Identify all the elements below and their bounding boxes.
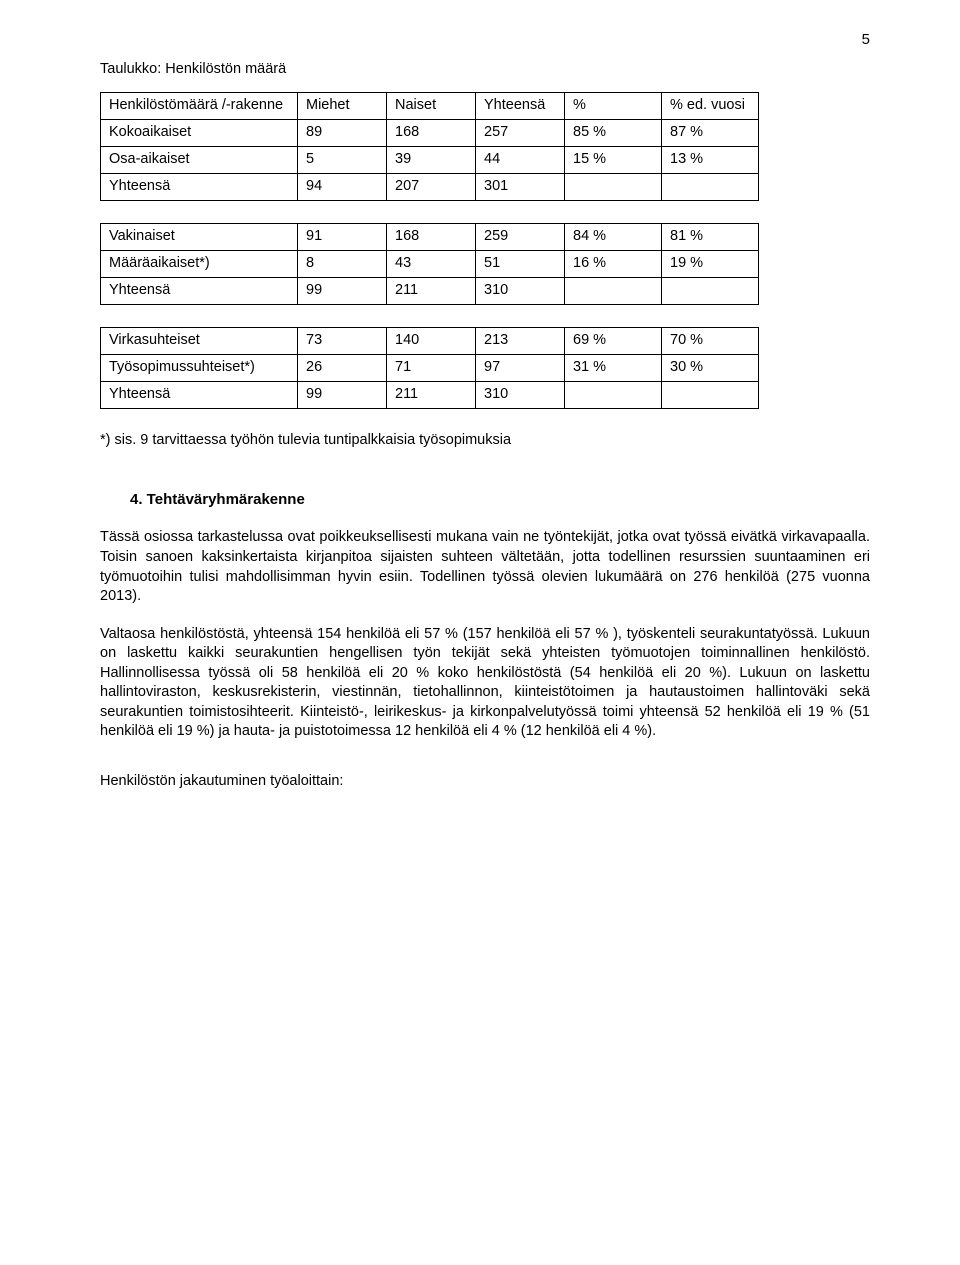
cell: Kokoaikaiset [101, 119, 298, 146]
sub-heading: Henkilöstön jakautuminen työaloittain: [100, 772, 870, 792]
cell: 99 [298, 381, 387, 408]
cell: 259 [476, 223, 565, 250]
cell: 140 [387, 327, 476, 354]
cell: 207 [387, 173, 476, 200]
cell: 301 [476, 173, 565, 200]
table-row: Yhteensä 94 207 301 [101, 173, 759, 200]
section-heading: 4. Tehtäväryhmärakenne [100, 490, 870, 510]
cell: Virkasuhteiset [101, 327, 298, 354]
cell: 8 [298, 250, 387, 277]
cell: 31 % [565, 354, 662, 381]
cell: 94 [298, 173, 387, 200]
cell: 39 [387, 146, 476, 173]
cell: 71 [387, 354, 476, 381]
paragraph-1: Tässä osiossa tarkastelussa ovat poikkeu… [100, 528, 870, 606]
cell [565, 381, 662, 408]
cell: 84 % [565, 223, 662, 250]
table-row: Kokoaikaiset 89 168 257 85 % 87 % [101, 119, 759, 146]
cell: 51 [476, 250, 565, 277]
cell: Määräaikaiset*) [101, 250, 298, 277]
table-row: Henkilöstömäärä /-rakenne Miehet Naiset … [101, 92, 759, 119]
header-cell: Yhteensä [476, 92, 565, 119]
cell [565, 277, 662, 304]
table-1: Henkilöstömäärä /-rakenne Miehet Naiset … [100, 92, 759, 201]
header-cell: Naiset [387, 92, 476, 119]
table-row: Vakinaiset 91 168 259 84 % 81 % [101, 223, 759, 250]
table-row: Osa-aikaiset 5 39 44 15 % 13 % [101, 146, 759, 173]
cell: 30 % [662, 354, 759, 381]
cell: Yhteensä [101, 381, 298, 408]
cell: 85 % [565, 119, 662, 146]
cell: Yhteensä [101, 173, 298, 200]
cell: Yhteensä [101, 277, 298, 304]
cell: 91 [298, 223, 387, 250]
cell: 211 [387, 277, 476, 304]
cell: 70 % [662, 327, 759, 354]
cell: 168 [387, 119, 476, 146]
cell: 13 % [662, 146, 759, 173]
footnote: *) sis. 9 tarvittaessa työhön tulevia tu… [100, 431, 870, 451]
cell: Vakinaiset [101, 223, 298, 250]
cell [565, 173, 662, 200]
cell: 73 [298, 327, 387, 354]
cell [662, 381, 759, 408]
cell: 257 [476, 119, 565, 146]
cell: 310 [476, 277, 565, 304]
header-cell: % [565, 92, 662, 119]
cell: 89 [298, 119, 387, 146]
table-caption: Taulukko: Henkilöstön määrä [100, 60, 870, 80]
table-row: Virkasuhteiset 73 140 213 69 % 70 % [101, 327, 759, 354]
cell: 87 % [662, 119, 759, 146]
cell: 19 % [662, 250, 759, 277]
table-3: Virkasuhteiset 73 140 213 69 % 70 % Työs… [100, 327, 759, 409]
cell: 5 [298, 146, 387, 173]
table-row: Yhteensä 99 211 310 [101, 381, 759, 408]
cell: 26 [298, 354, 387, 381]
header-cell: % ed. vuosi [662, 92, 759, 119]
cell: 213 [476, 327, 565, 354]
header-cell: Miehet [298, 92, 387, 119]
cell: 310 [476, 381, 565, 408]
cell: 16 % [565, 250, 662, 277]
cell [662, 173, 759, 200]
cell: 81 % [662, 223, 759, 250]
page-number: 5 [862, 30, 870, 50]
table-row: Määräaikaiset*) 8 43 51 16 % 19 % [101, 250, 759, 277]
cell: 99 [298, 277, 387, 304]
cell: 43 [387, 250, 476, 277]
table-row: Yhteensä 99 211 310 [101, 277, 759, 304]
cell: 15 % [565, 146, 662, 173]
cell: 211 [387, 381, 476, 408]
cell [662, 277, 759, 304]
cell: Työsopimussuhteiset*) [101, 354, 298, 381]
cell: 168 [387, 223, 476, 250]
header-cell: Henkilöstömäärä /-rakenne [101, 92, 298, 119]
cell: 97 [476, 354, 565, 381]
cell: 69 % [565, 327, 662, 354]
paragraph-2: Valtaosa henkilöstöstä, yhteensä 154 hen… [100, 625, 870, 742]
cell: 44 [476, 146, 565, 173]
table-row: Työsopimussuhteiset*) 26 71 97 31 % 30 % [101, 354, 759, 381]
table-2: Vakinaiset 91 168 259 84 % 81 % Määräaik… [100, 223, 759, 305]
cell: Osa-aikaiset [101, 146, 298, 173]
